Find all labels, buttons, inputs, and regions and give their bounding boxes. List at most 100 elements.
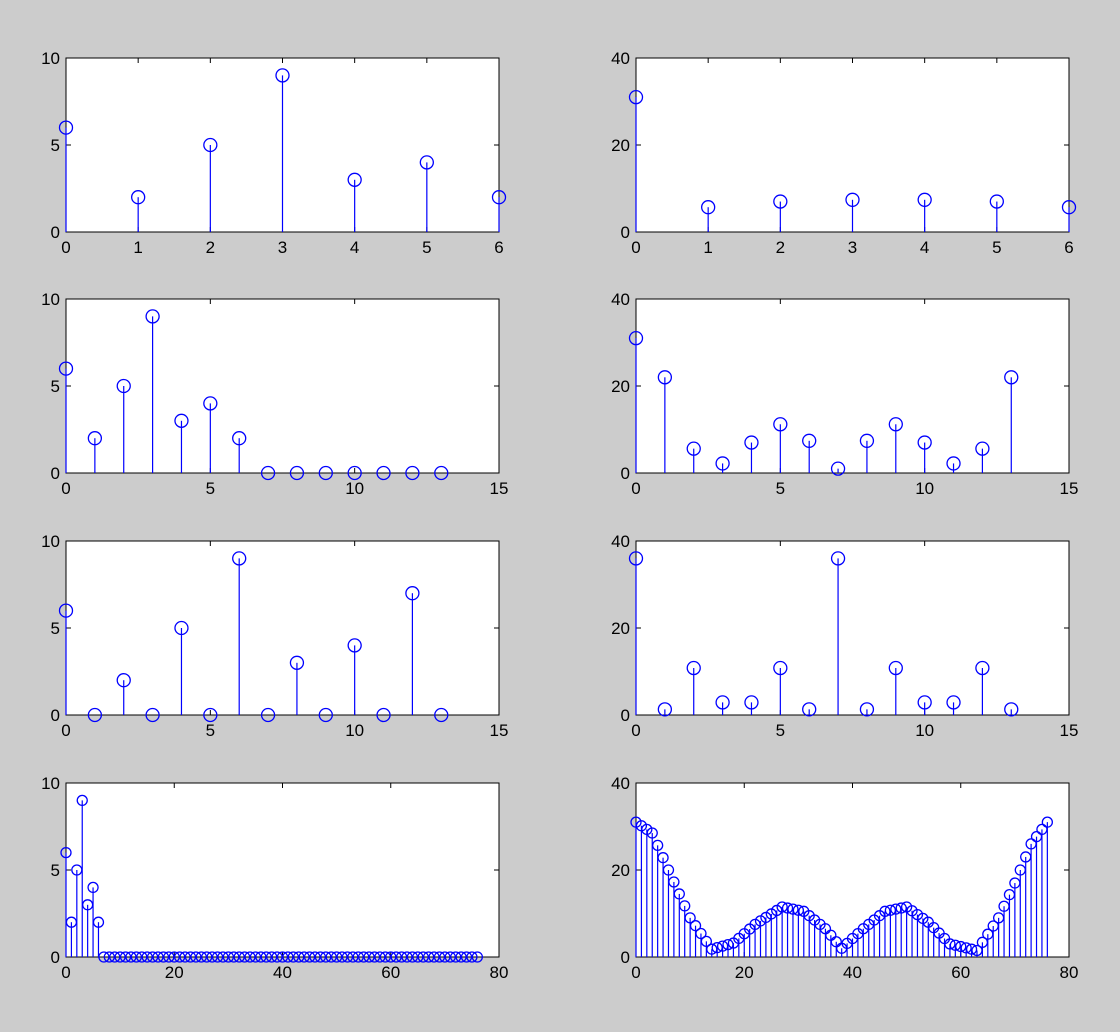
stem-marker — [125, 951, 137, 963]
stem-marker — [955, 940, 967, 953]
stem-marker — [320, 951, 332, 963]
x-tick-label: 40 — [273, 963, 292, 982]
y-tick-label: 0 — [621, 948, 630, 967]
stem-marker — [195, 951, 207, 963]
stem-marker — [450, 951, 462, 963]
stem-marker — [628, 330, 644, 346]
stem-marker — [203, 396, 218, 411]
y-tick-label: 0 — [51, 464, 60, 483]
stem-marker — [325, 951, 337, 963]
stem-marker — [773, 660, 788, 676]
stem-marker — [174, 620, 189, 636]
stem-marker — [975, 660, 990, 676]
stem-marker — [433, 951, 446, 963]
stem-marker — [695, 927, 707, 940]
stem-marker — [466, 951, 478, 963]
stem-marker — [701, 200, 716, 215]
stem-marker — [282, 951, 294, 963]
axes-frame — [635, 540, 1070, 716]
stem-marker — [405, 586, 420, 601]
x-tick-label: 0 — [61, 479, 70, 498]
stem-marker — [668, 876, 680, 888]
stem-marker — [781, 902, 794, 914]
stem-marker — [109, 951, 121, 963]
stem-marker — [401, 951, 413, 963]
stem-marker — [168, 951, 180, 963]
x-tick-label: 10 — [345, 479, 364, 498]
x-tick-label: 0 — [61, 963, 70, 982]
stem-marker — [657, 370, 673, 385]
y-tick-label: 0 — [51, 948, 60, 967]
stem-marker — [222, 951, 235, 963]
stem-marker — [657, 852, 669, 864]
x-tick-label: 20 — [735, 963, 754, 982]
y-tick-label: 10 — [41, 290, 60, 309]
stem-marker — [491, 190, 507, 205]
y-tick-label: 40 — [611, 49, 630, 68]
stem-marker — [376, 465, 391, 481]
x-tick-label: 5 — [776, 479, 785, 498]
stem-marker — [114, 951, 126, 963]
axes-4: 0 5 10 15 0 20 40 — [611, 290, 1078, 498]
x-tick-label: 2 — [206, 238, 215, 257]
x-tick-label: 0 — [61, 238, 70, 257]
y-tick-label: 20 — [611, 377, 630, 396]
stem-marker — [309, 951, 321, 963]
stem-marker — [989, 194, 1004, 209]
x-tick-label: 80 — [1060, 963, 1079, 982]
stem-marker — [422, 951, 435, 963]
stem-marker — [358, 951, 370, 963]
y-tick-label: 5 — [51, 619, 60, 638]
stem-marker — [87, 707, 103, 723]
stem-marker — [715, 695, 730, 710]
axes-8: 0 20 40 60 80 0 20 40 — [611, 774, 1078, 982]
stem-marker — [888, 660, 903, 676]
stem-marker — [830, 461, 846, 476]
stem-marker — [471, 951, 484, 963]
stem-marker — [336, 951, 348, 963]
stem-marker — [260, 951, 272, 963]
stem-marker — [318, 465, 333, 481]
x-tick-label: 5 — [422, 238, 431, 257]
stem-marker — [946, 456, 961, 471]
stem-marker — [141, 951, 153, 963]
x-tick-label: 6 — [494, 238, 503, 257]
stem-marker — [859, 433, 875, 448]
stem-marker — [773, 194, 788, 209]
stem-marker — [330, 951, 343, 963]
y-tick-label: 10 — [41, 774, 60, 793]
stem-marker — [975, 441, 990, 456]
stem-marker — [136, 951, 148, 963]
x-tick-label: 80 — [490, 963, 509, 982]
stem-marker — [628, 551, 644, 566]
stem-marker — [255, 951, 267, 963]
y-tick-label: 0 — [621, 706, 630, 725]
stem-marker — [146, 951, 159, 963]
stem-marker — [347, 638, 362, 653]
stem-marker — [1004, 370, 1019, 385]
stem-marker — [405, 465, 420, 481]
stem-marker — [298, 951, 310, 963]
stem-marker — [460, 951, 473, 963]
stem-marker — [444, 951, 456, 963]
y-tick-label: 0 — [621, 223, 630, 242]
stem-marker — [787, 903, 799, 915]
stem-marker — [145, 707, 160, 723]
x-tick-label: 5 — [776, 721, 785, 740]
x-tick-label: 60 — [381, 963, 400, 982]
x-tick-label: 6 — [1064, 238, 1073, 257]
x-tick-label: 3 — [278, 238, 287, 257]
axes-7: 0 20 40 60 80 0 5 10 — [41, 774, 508, 982]
x-tick-label: 60 — [951, 963, 970, 982]
stem-marker — [700, 935, 713, 947]
x-tick-label: 5 — [992, 238, 1001, 257]
stem-marker — [347, 172, 362, 187]
stem-marker — [419, 155, 434, 170]
y-tick-label: 10 — [41, 49, 60, 68]
stem-marker — [406, 951, 419, 963]
y-tick-label: 40 — [611, 290, 630, 309]
stem-marker — [744, 435, 759, 450]
stem-marker — [917, 435, 932, 450]
stem-marker — [203, 137, 218, 153]
